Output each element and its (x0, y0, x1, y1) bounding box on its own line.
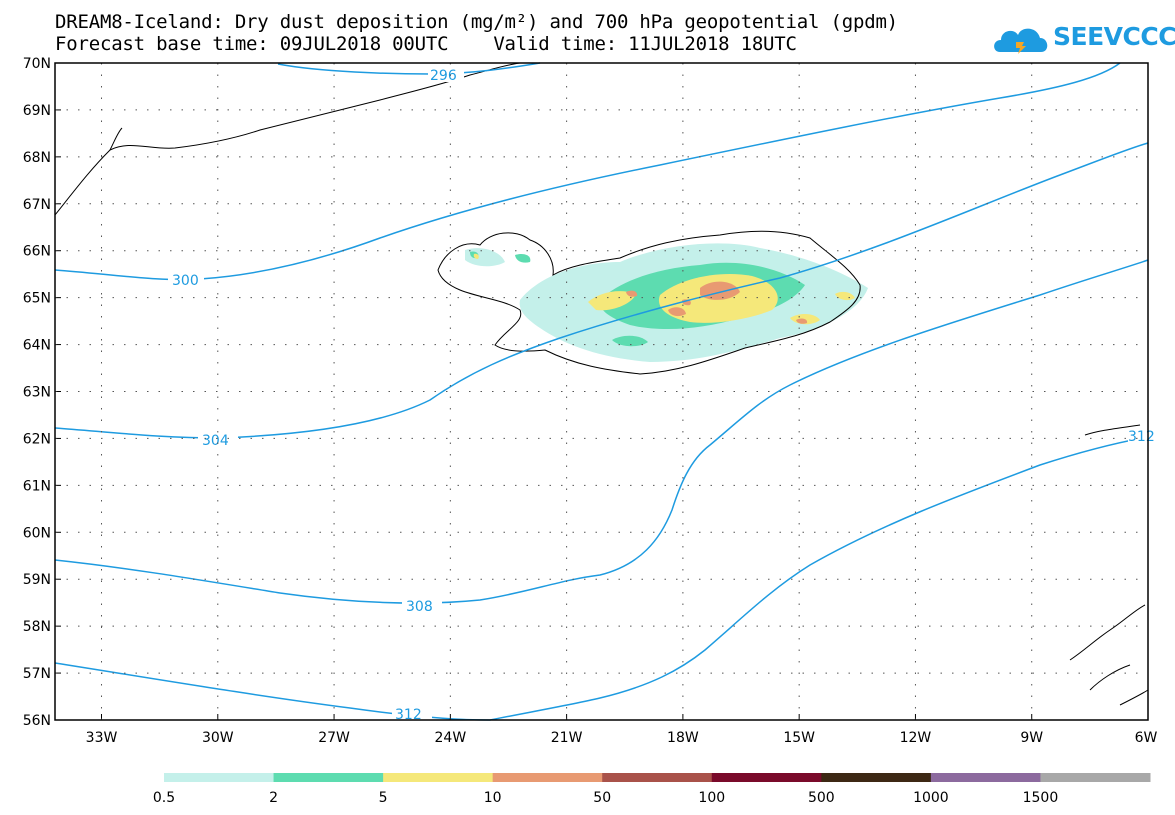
contour-labels: 296 300 304 308 312 312 (168, 68, 1155, 723)
latitude-labels: 70N 69N 68N 67N 66N 65N 64N 63N 62N 61N 60N 59N 58N 5… (23, 56, 51, 729)
contour-label: 312 (395, 707, 422, 723)
longitude-label: 12W (900, 730, 932, 746)
colorbar-label: 1000 (913, 790, 949, 806)
contour-label: 300 (172, 273, 199, 289)
longitude-label: 21W (551, 730, 583, 746)
colorbar-swatch (602, 773, 713, 782)
coastlines (54, 62, 1149, 706)
colorbar (164, 773, 1151, 782)
colorbar-swatch (711, 773, 822, 782)
colorbar-labels: 0.5 2 5 10 50 100 500 1000 1500 (153, 790, 1058, 806)
cloud-icon (994, 28, 1048, 54)
longitude-label: 33W (86, 730, 118, 746)
longitude-labels: 33W 30W 27W 24W 21W 18W 15W 12W 9W 6W (86, 730, 1158, 746)
latitude-label: 60N (23, 525, 51, 541)
logo-text: SEEVCCC (1053, 22, 1175, 51)
longitude-label: 18W (667, 730, 699, 746)
colorbar-label: 0.5 (153, 790, 175, 806)
map-title-line2: Forecast base time: 09JUL2018 00UTC Vali… (55, 33, 797, 55)
longitude-label: 15W (783, 730, 815, 746)
longitude-label: 6W (1135, 730, 1158, 746)
colorbar-swatch (1040, 773, 1151, 782)
latitude-label: 67N (23, 197, 51, 213)
latitude-label: 64N (23, 338, 51, 354)
latitude-label: 66N (23, 244, 51, 260)
colorbar-swatch (273, 773, 384, 782)
geopotential-contours (54, 62, 1149, 721)
graticule (55, 62, 1149, 721)
colorbar-label: 5 (379, 790, 388, 806)
colorbar-swatch (930, 773, 1041, 782)
map-frame (54, 62, 1149, 721)
colorbar-label: 2 (269, 790, 278, 806)
colorbar-label: 100 (698, 790, 725, 806)
contour-label: 296 (430, 68, 457, 84)
longitude-label: 30W (202, 730, 234, 746)
colorbar-swatch (383, 773, 494, 782)
longitude-label: 9W (1020, 730, 1043, 746)
latitude-label: 63N (23, 385, 51, 401)
longitude-label: 24W (435, 730, 467, 746)
latitude-label: 58N (23, 619, 51, 635)
contour-label: 308 (406, 599, 433, 615)
latitude-label: 62N (23, 431, 51, 447)
colorbar-swatch (821, 773, 932, 782)
colorbar-label: 50 (593, 790, 611, 806)
latitude-label: 59N (23, 572, 51, 588)
dust-deposition-shading (465, 243, 868, 362)
contour-label: 304 (202, 433, 229, 449)
latitude-label: 68N (23, 150, 51, 166)
colorbar-label: 1500 (1023, 790, 1059, 806)
latitude-label: 69N (23, 103, 51, 119)
map-title-line1: DREAM8-Iceland: Dry dust deposition (mg/… (55, 11, 898, 33)
latitude-label: 61N (23, 478, 51, 494)
latitude-label: 57N (23, 666, 51, 682)
colorbar-swatch (492, 773, 603, 782)
latitude-label: 70N (23, 56, 51, 72)
contour-label: 312 (1128, 429, 1155, 445)
colorbar-label: 10 (484, 790, 502, 806)
colorbar-label: 500 (808, 790, 835, 806)
latitude-label: 65N (23, 291, 51, 307)
latitude-label: 56N (23, 713, 51, 729)
colorbar-swatch (164, 773, 275, 782)
longitude-label: 27W (318, 730, 350, 746)
